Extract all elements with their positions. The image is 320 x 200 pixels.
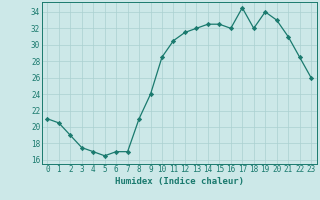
X-axis label: Humidex (Indice chaleur): Humidex (Indice chaleur) — [115, 177, 244, 186]
